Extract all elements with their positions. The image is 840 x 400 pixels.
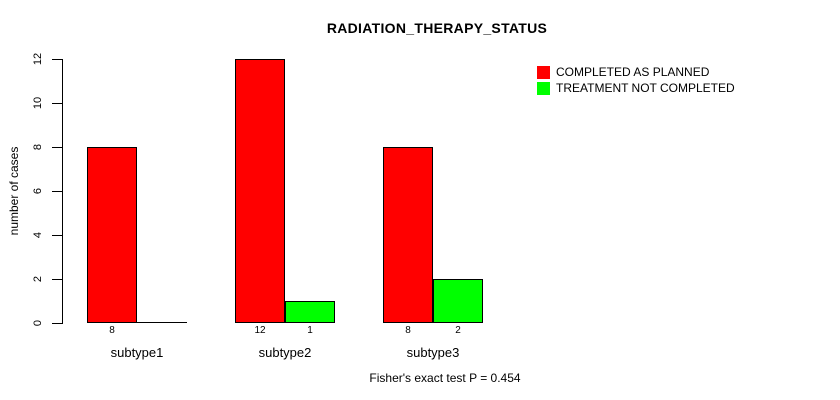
y-tick [52, 235, 62, 236]
legend-swatch-icon [537, 81, 550, 95]
y-tick [52, 323, 62, 324]
y-axis-label: number of cases [7, 146, 21, 236]
legend-item: COMPLETED AS PLANNED [537, 64, 735, 80]
y-tick [52, 191, 62, 192]
bar [383, 147, 433, 323]
chart-title: RADIATION_THERAPY_STATUS [326, 20, 548, 36]
legend-label: COMPLETED AS PLANNED [556, 65, 710, 79]
y-tick-label: 0 [32, 319, 44, 327]
y-tick-label: 10 [32, 96, 44, 110]
y-tick [52, 103, 62, 104]
y-tick [52, 279, 62, 280]
y-tick-label: 6 [32, 187, 44, 195]
bar [235, 59, 285, 323]
bar-value-label: 2 [455, 325, 461, 336]
legend-label: TREATMENT NOT COMPLETED [556, 81, 735, 95]
bar [433, 279, 483, 323]
bar-value-label: 12 [254, 325, 266, 336]
bar-zero-height [137, 322, 187, 323]
x-category-label: subtype3 [406, 345, 460, 360]
y-tick-label: 4 [32, 231, 44, 239]
x-category-label: subtype1 [110, 345, 164, 360]
legend-swatch-icon [537, 65, 550, 79]
y-tick [52, 59, 62, 60]
y-tick-label: 2 [32, 275, 44, 283]
bar-value-label: 8 [109, 325, 115, 336]
y-axis-line [62, 59, 63, 324]
y-tick-label: 8 [32, 143, 44, 151]
legend: COMPLETED AS PLANNED TREATMENT NOT COMPLE… [537, 64, 735, 96]
bar [285, 301, 335, 323]
fisher-test-caption: Fisher's exact test P = 0.454 [369, 371, 521, 385]
y-tick [52, 147, 62, 148]
x-category-label: subtype2 [258, 345, 312, 360]
y-tick-label: 12 [32, 52, 44, 66]
legend-item: TREATMENT NOT COMPLETED [537, 80, 735, 96]
bar-value-label: 1 [307, 325, 313, 336]
bar-value-label: 8 [405, 325, 411, 336]
bar [87, 147, 137, 323]
